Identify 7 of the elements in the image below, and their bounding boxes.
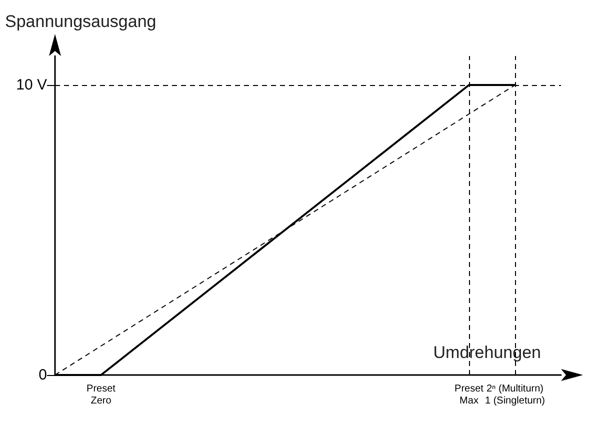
x-axis-title: Umdrehungen [433,343,541,362]
y-tick-label: 0 [38,366,47,384]
x-tick-label: Preset Max [454,384,484,406]
x-tick-label: 2ⁿ (Multiturn) 1 (Singleturn) [484,384,546,406]
y-tick-label: 10 V [16,76,47,94]
x-tick-label: Preset Zero [86,384,116,406]
y-axis-title: Spannungsausgang [5,12,156,31]
